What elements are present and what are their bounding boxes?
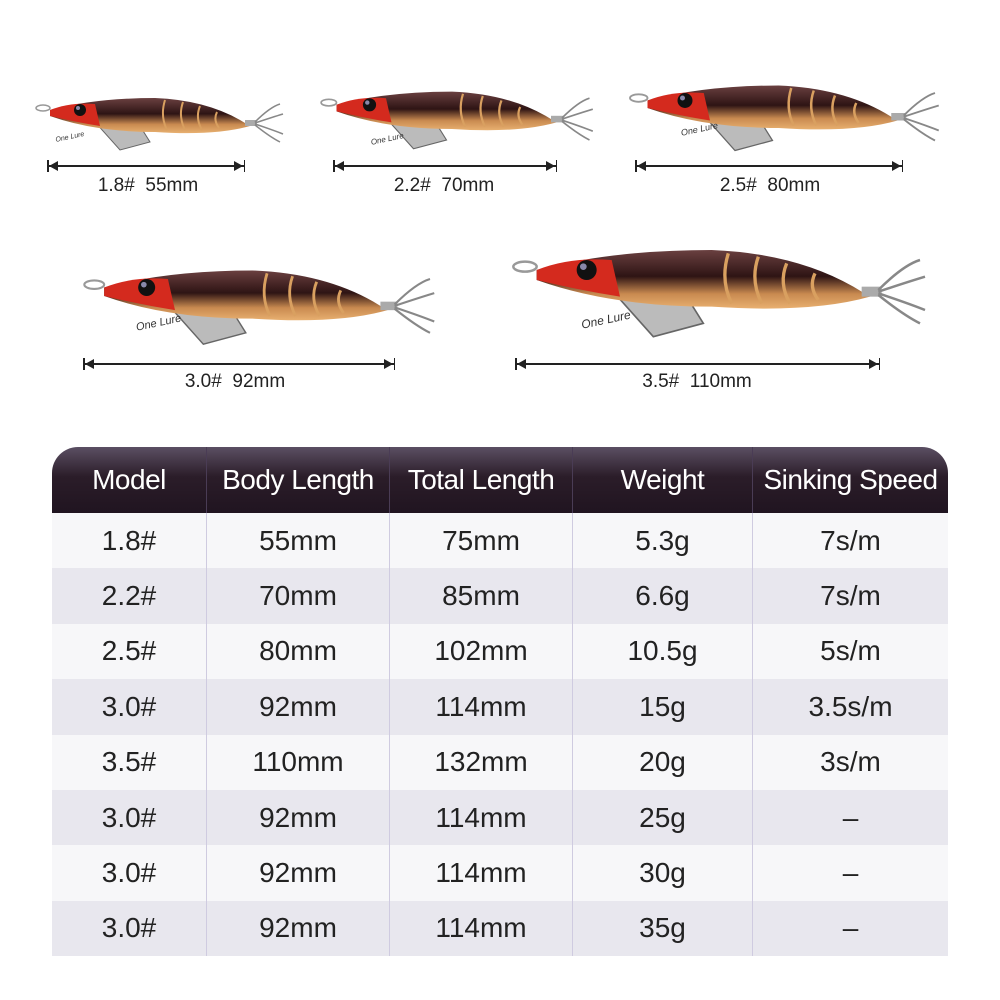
lure-image-2-2 [315, 85, 600, 151]
cell-model: 2.2# [101, 580, 157, 612]
cell-weight: 6.6g [572, 568, 753, 624]
cell-model: 3.5# [101, 746, 157, 778]
table-row: 3.5# 110mm 132mm 20g 3s/m [52, 734, 948, 790]
spec-table: Model Body Length Total Length Weight Si… [52, 447, 948, 957]
cell-model: 2.5# [101, 635, 157, 667]
cell-total-length: 114mm [389, 900, 573, 957]
table-row: 3.0# 92mm 114mm 35g – [52, 900, 948, 957]
cell-body-length: 55mm [206, 513, 390, 569]
cell-body-length: 92mm [206, 789, 390, 846]
cell-weight: 35g [572, 900, 753, 957]
cell-model: 3.0# [101, 857, 157, 889]
cell-total-length: 114mm [389, 845, 573, 901]
dimension-line [47, 160, 245, 172]
table-row: 3.0# 92mm 114mm 25g – [52, 789, 948, 846]
cell-total-length: 102mm [389, 623, 573, 680]
table-row: 2.5# 80mm 102mm 10.5g 5s/m [52, 623, 948, 680]
table-row: 1.8# 55mm 75mm 5.3g 7s/m [52, 513, 948, 569]
lure-image-3-0 [60, 262, 460, 347]
cell-sinking-speed: 3.5s/m [752, 679, 948, 735]
cell-body-length: 70mm [206, 568, 390, 624]
cell-body-length: 92mm [206, 679, 390, 735]
cell-weight: 5.3g [572, 513, 753, 569]
lure-image-2-5 [615, 78, 955, 153]
table-row: 3.0# 92mm 114mm 15g 3.5s/m [52, 679, 948, 735]
cell-weight: 30g [572, 845, 753, 901]
lure-size-label: 3.5# 110mm [642, 371, 752, 392]
cell-total-length: 75mm [389, 513, 573, 569]
cell-model: 3.0# [101, 912, 157, 944]
header-body-length: Body Length [206, 447, 390, 513]
dimension-line [515, 358, 880, 370]
header-sinking-speed: Sinking Speed [752, 447, 948, 513]
cell-model: 1.8# [101, 524, 157, 556]
cell-model: 3.0# [101, 801, 157, 833]
cell-sinking-speed: 5s/m [752, 623, 948, 680]
table-row: 3.0# 92mm 114mm 30g – [52, 845, 948, 901]
lure-image-1-8 [35, 92, 285, 152]
cell-sinking-speed: 7s/m [752, 513, 948, 569]
cell-body-length: 92mm [206, 900, 390, 957]
lure-size-label: 2.2# 70mm [393, 175, 495, 196]
cell-weight: 15g [572, 679, 753, 735]
cell-sinking-speed: 7s/m [752, 568, 948, 624]
cell-body-length: 80mm [206, 623, 390, 680]
table-header-row: Model Body Length Total Length Weight Si… [52, 447, 948, 513]
dimension-line [635, 160, 903, 172]
lure-size-label: 1.8# 55mm [97, 175, 199, 196]
cell-total-length: 114mm [389, 789, 573, 846]
cell-model: 3.0# [101, 690, 157, 722]
cell-total-length: 132mm [389, 734, 573, 790]
header-total-length: Total Length [389, 447, 573, 513]
cell-sinking-speed: – [752, 845, 948, 901]
cell-sinking-speed: – [752, 900, 948, 957]
cell-weight: 20g [572, 734, 753, 790]
cell-weight: 10.5g [572, 623, 753, 680]
cell-sinking-speed: – [752, 789, 948, 846]
cell-total-length: 85mm [389, 568, 573, 624]
table-row: 2.2# 70mm 85mm 6.6g 7s/m [52, 568, 948, 624]
dimension-line [333, 160, 557, 172]
header-model: Model [92, 464, 166, 495]
cell-total-length: 114mm [389, 679, 573, 735]
header-weight: Weight [572, 447, 753, 513]
lure-image-3-5 [485, 240, 955, 340]
cell-body-length: 110mm [206, 734, 390, 790]
lure-size-label: 3.0# 92mm [184, 371, 286, 392]
dimension-line [83, 358, 395, 370]
cell-body-length: 92mm [206, 845, 390, 901]
cell-weight: 25g [572, 789, 753, 846]
lure-size-label: 2.5# 80mm [719, 175, 821, 196]
cell-sinking-speed: 3s/m [752, 734, 948, 790]
